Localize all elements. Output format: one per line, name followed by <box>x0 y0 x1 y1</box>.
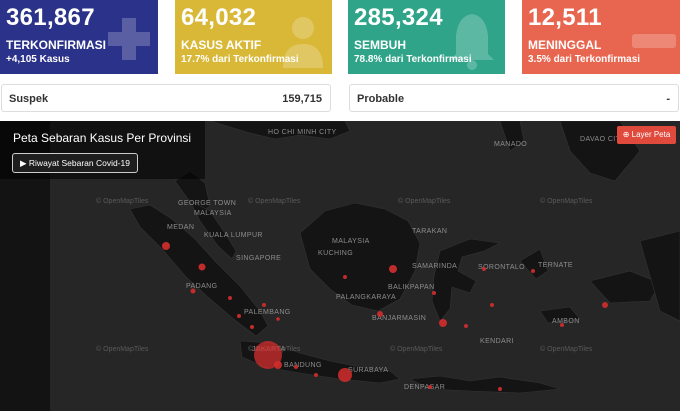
case-marker <box>343 275 347 279</box>
card-confirmed[interactable]: 361,867 TERKONFIRMASI +4,105 Kasus <box>0 0 158 74</box>
case-marker <box>228 296 232 300</box>
place-labels: HO CHI MINH CITY GEORGE TOWN MALAYSIA ME… <box>167 129 625 391</box>
place-manado: MANADO <box>494 141 527 148</box>
confirmed-sub: +4,105 Kasus <box>6 54 70 65</box>
place-tarakan: TARAKAN <box>412 228 447 235</box>
map-header: Peta Sebaran Kasus Per Provinsi ▶ Riwaya… <box>0 121 205 179</box>
card-recovered[interactable]: 285,324 SEMBUH 78.8% dari Terkonfirmasi <box>348 0 505 74</box>
place-palembang: PALEMBANG <box>244 309 291 316</box>
recovered-label: SEMBUH <box>354 38 407 52</box>
probable-stat: Probable - <box>349 84 679 112</box>
place-gorontalo: SORONTALO <box>478 264 525 271</box>
case-markers[interactable] <box>162 242 608 391</box>
place-surabaya: SURABAYA <box>348 367 388 374</box>
landmass <box>129 121 680 394</box>
minus-icon <box>632 34 676 48</box>
plus-icon <box>108 18 150 60</box>
case-marker <box>254 341 282 369</box>
case-marker <box>498 387 502 391</box>
case-marker <box>338 368 352 382</box>
case-marker <box>294 365 298 369</box>
place-singapore: SINGAPORE <box>236 255 281 262</box>
case-marker <box>274 361 282 369</box>
case-marker <box>560 323 564 327</box>
svg-text:© OpenMapTiles: © OpenMapTiles <box>96 197 149 205</box>
svg-text:© OpenMapTiles: © OpenMapTiles <box>96 345 149 353</box>
place-kuching: KUCHING <box>318 250 353 257</box>
svg-text:© OpenMapTiles: © OpenMapTiles <box>390 345 443 353</box>
bell-icon <box>450 14 494 70</box>
case-marker <box>464 324 468 328</box>
suspek-stat: Suspek 159,715 <box>1 84 331 112</box>
place-kuala-lumpur: KUALA LUMPUR <box>204 232 263 239</box>
case-marker <box>439 319 447 327</box>
case-marker <box>190 288 196 294</box>
history-button[interactable]: ▶ Riwayat Sebaran Covid-19 <box>12 153 139 173</box>
probable-label: Probable <box>357 93 405 105</box>
death-sub: 3.5% dari Terkonfirmasi <box>528 54 641 65</box>
case-marker <box>250 325 254 329</box>
place-kendari: KENDARI <box>480 338 514 345</box>
death-label: MENINGGAL <box>528 38 602 52</box>
card-active[interactable]: 64,032 KASUS AKTIF 17.7% dari Terkonfirm… <box>175 0 332 74</box>
death-number: 12,511 <box>528 4 602 31</box>
place-medan: MEDAN <box>167 224 194 231</box>
place-george-town: GEORGE TOWN <box>178 200 236 207</box>
case-marker <box>314 373 318 377</box>
place-ho-chi-minh: HO CHI MINH CITY <box>268 129 337 136</box>
active-label: KASUS AKTIF <box>181 38 262 52</box>
place-padang: PADANG <box>186 283 217 290</box>
layer-button[interactable]: ⊕ Layer Peta <box>617 126 676 144</box>
case-marker <box>389 265 397 273</box>
probable-value: - <box>666 93 670 105</box>
active-sub: 17.7% dari Terkonfirmasi <box>181 54 299 65</box>
place-palangkaraya: PALANGKARAYA <box>336 294 396 301</box>
case-marker <box>432 291 436 295</box>
recovered-sub: 78.8% dari Terkonfirmasi <box>354 54 472 65</box>
case-marker <box>162 242 170 250</box>
place-banjarmasin: BANJARMASIN <box>372 315 426 322</box>
summary-cards: 361,867 TERKONFIRMASI +4,105 Kasus 64,03… <box>0 0 680 76</box>
suspek-value: 159,715 <box>282 93 322 105</box>
place-ternate: TERNATE <box>538 262 573 269</box>
place-davao: DAVAO CITY <box>580 136 625 143</box>
case-marker <box>602 302 608 308</box>
case-marker <box>276 317 280 321</box>
place-balikpapan: BALIKPAPAN <box>388 284 435 291</box>
place-samarinda: SAMARINDA <box>412 263 457 270</box>
svg-text:© OpenMapTiles: © OpenMapTiles <box>540 345 593 353</box>
place-malaysia-east: MALAYSIA <box>332 238 370 245</box>
doctor-icon <box>283 17 323 68</box>
province-map[interactable]: HO CHI MINH CITY GEORGE TOWN MALAYSIA ME… <box>0 121 680 411</box>
map-title: Peta Sebaran Kasus Per Provinsi <box>13 131 192 145</box>
case-marker <box>531 269 535 273</box>
case-marker <box>428 385 432 389</box>
case-marker <box>377 311 383 317</box>
card-death[interactable]: 12,511 MENINGGAL 3.5% dari Terkonfirmasi <box>522 0 680 74</box>
active-number: 64,032 <box>181 4 257 31</box>
case-marker <box>198 263 206 271</box>
recovered-number: 285,324 <box>354 4 443 31</box>
place-ambon: AMBON <box>552 318 580 325</box>
svg-text:© OpenMapTiles: © OpenMapTiles <box>540 197 593 205</box>
case-marker <box>490 303 494 307</box>
svg-text:© OpenMapTiles: © OpenMapTiles <box>248 197 301 205</box>
case-marker <box>262 303 266 307</box>
suspek-label: Suspek <box>9 93 49 105</box>
svg-text:© OpenMapTiles: © OpenMapTiles <box>398 197 451 205</box>
confirmed-number: 361,867 <box>6 4 95 31</box>
case-marker <box>482 267 486 271</box>
place-bandung: BANDUNG <box>284 362 322 369</box>
case-marker <box>237 314 241 318</box>
confirmed-label: TERKONFIRMASI <box>6 38 106 52</box>
place-malaysia-west: MALAYSIA <box>194 210 232 217</box>
place-denpasar: DENPASAR <box>404 384 445 391</box>
